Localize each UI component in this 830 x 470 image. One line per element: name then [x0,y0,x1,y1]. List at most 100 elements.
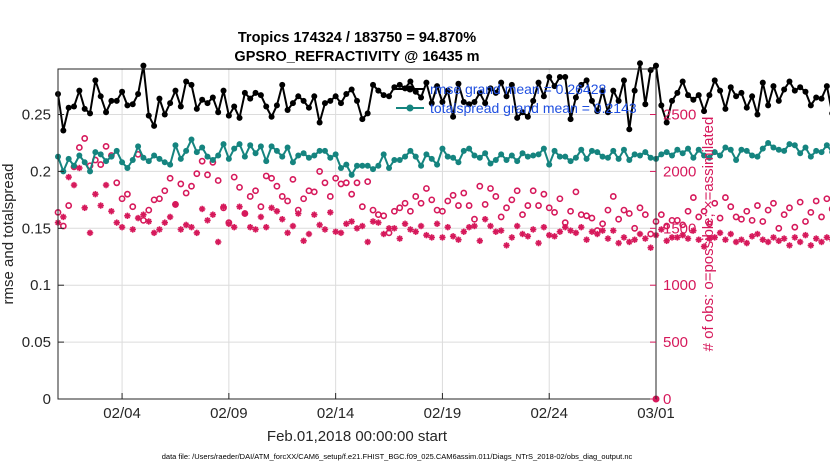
obs-assimilated-marker [204,217,211,224]
rmse-marker [305,104,312,111]
rmse-marker [386,93,393,100]
obs-assimilated-marker [529,226,537,233]
rmse-marker [92,77,99,84]
obs-possible-marker [588,214,596,222]
obs-assimilated-marker [279,216,286,223]
obs-assimilated-marker [449,233,457,240]
rmse-marker [519,109,526,116]
rmse-marker [743,104,750,111]
obs-assimilated-marker [700,243,708,250]
totalspread-marker [263,158,270,165]
totalspread-marker [300,150,307,157]
obs-assimilated-marker [316,221,323,229]
obs-assimilated-marker [268,204,275,212]
obs-possible-marker [156,195,163,203]
obs-assimilated-marker [818,238,825,246]
totalspread-marker [316,147,323,154]
rmse-marker [108,97,115,104]
totalspread-marker [679,150,686,157]
chart-title-line2: GPSRO_REFRACTIVITY @ 16435 m [234,49,479,65]
obs-assimilated-marker [727,230,734,238]
rmse-marker [679,78,686,85]
totalspread-marker [97,151,104,158]
obs-assimilated-marker [113,219,120,226]
obs-assimilated-marker [177,226,185,233]
rmse-marker [289,100,296,107]
obs-possible-marker [780,211,788,219]
legend-rmse-marker [406,85,414,93]
totalspread-marker [492,157,499,164]
obs-possible-marker [460,189,468,197]
obs-possible-marker [545,204,553,212]
totalspread-marker [797,150,804,157]
rmse-marker [124,102,131,109]
obs-assimilated-marker [802,231,809,239]
totalspread-marker [524,153,531,160]
obs-possible-marker [310,188,318,196]
obs-assimilated-marker [364,238,371,246]
obs-possible-marker [673,216,681,224]
rmse-marker [151,122,158,129]
totalspread-marker [786,141,793,148]
rmse-marker [172,87,179,94]
rmse-marker [113,97,120,104]
chart-title-line1: Tropics 174324 / 183750 = 94.870% [238,30,476,46]
obs-assimilated-marker [60,213,67,221]
totalspread-marker [567,158,574,165]
obs-possible-marker [289,175,297,183]
x-tick-label: 02/19 [424,405,462,422]
totalspread-marker [407,147,414,154]
obs-possible-marker [177,180,185,188]
totalspread-marker [701,152,708,159]
obs-assimilated-marker [305,230,313,238]
obs-assimilated-marker [546,231,553,239]
obs-assimilated-marker [321,226,329,233]
obs-possible-marker [551,208,558,216]
totalspread-marker [108,153,115,160]
rmse-marker [727,84,734,91]
obs-assimilated-marker [161,219,168,226]
rmse-marker [263,103,270,110]
obs-possible-marker [519,211,526,219]
obs-assimilated-marker [481,216,489,223]
totalspread-marker [423,151,430,158]
rmse-marker [599,87,606,94]
totalspread-marker [722,144,729,151]
rmse-marker [129,101,136,108]
obs-possible-marker [257,203,265,211]
rmse-marker [103,109,110,116]
obs-possible-marker [583,212,590,220]
totalspread-marker [332,151,339,158]
obs-assimilated-marker [716,229,724,237]
rmse-marker [209,94,216,101]
obs-possible-marker [716,214,724,222]
totalspread-marker [225,155,232,162]
obs-possible-marker [182,189,190,197]
x-tick-label: 02/09 [210,405,248,422]
obs-assimilated-marker [748,233,756,240]
obs-possible-marker [641,211,649,219]
rmse-marker [231,103,238,110]
x-tick-label: 02/04 [103,405,141,422]
totalspread-marker [295,152,302,159]
totalspread-marker [540,145,547,152]
rmse-marker [140,62,147,69]
rmse-marker [562,73,569,80]
obs-assimilated-marker [487,222,494,230]
totalspread-marker [273,147,280,154]
y-tick-label-right: 2000 [663,163,696,180]
totalspread-marker [514,158,521,165]
obs-assimilated-marker [663,237,670,245]
totalspread-marker [818,149,825,156]
obs-possible-marker [246,193,254,200]
totalspread-marker [284,144,291,151]
legend: rmse grand mean = 0.26428 totalspread gr… [396,81,637,116]
rmse-marker [316,119,323,126]
obs-assimilated-marker [460,228,467,235]
rmse-marker [738,89,745,96]
rmse-marker [631,87,638,94]
rmse-marker [241,89,248,96]
totalspread-marker [770,144,777,151]
obs-possible-marker [732,213,740,221]
obs-possible-marker [796,198,804,206]
